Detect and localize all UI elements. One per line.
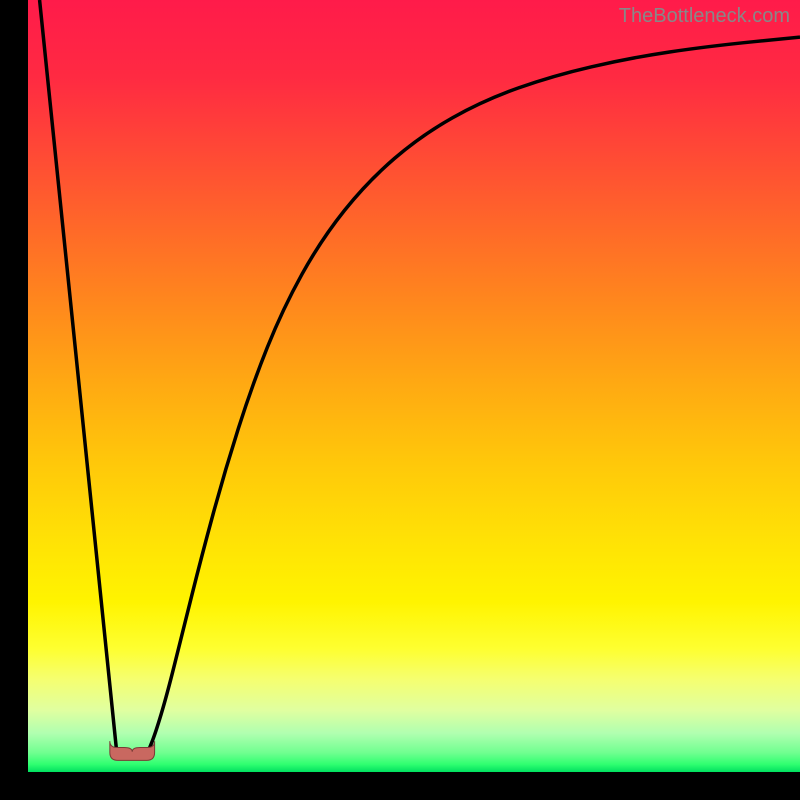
plot-background <box>28 0 800 772</box>
border-left <box>0 0 28 800</box>
watermark-text: TheBottleneck.com <box>619 5 790 28</box>
border-bottom <box>0 772 800 800</box>
bottleneck-chart: TheBottleneck.com <box>0 0 800 800</box>
chart-svg <box>0 0 800 800</box>
